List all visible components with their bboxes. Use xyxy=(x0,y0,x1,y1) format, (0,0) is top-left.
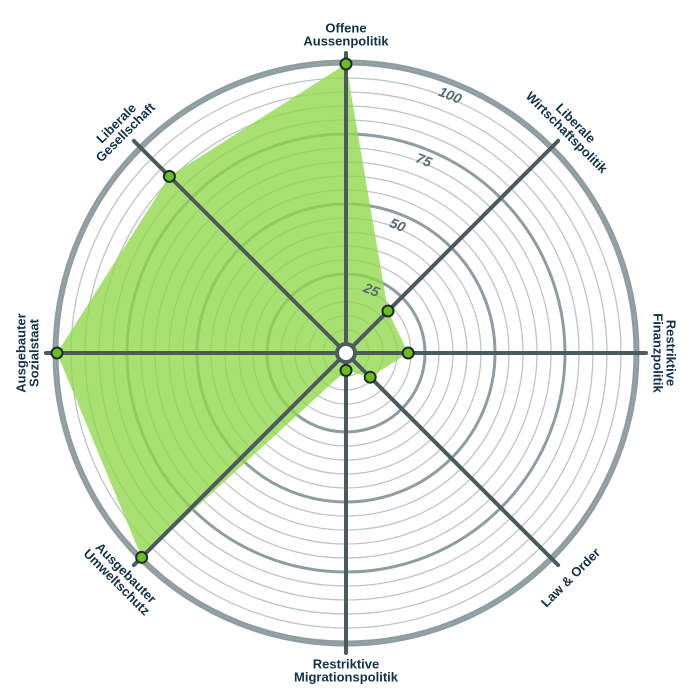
tick-label-75: 75 xyxy=(414,150,435,171)
data-point-umwelt xyxy=(135,550,149,564)
center-hole xyxy=(335,342,357,364)
tick-label-25: 25 xyxy=(360,279,382,300)
tick-label-50: 50 xyxy=(388,214,409,235)
axis-label-line: Offene xyxy=(325,21,366,36)
axis-label-line: Sozialstaat xyxy=(27,318,42,387)
axis-label-aussen: Offene Aussenpolitik xyxy=(303,21,389,49)
axis-label-line: Aussenpolitik xyxy=(303,34,389,49)
axis-label-migration: Restriktive Migrationspolitik xyxy=(294,657,399,685)
axis-label-line: Restriktive xyxy=(664,320,679,386)
axis-label-line: Ausgebauter xyxy=(14,313,29,392)
axis-spoke-umwelt xyxy=(131,351,348,568)
axis-label-sozial: AusgebauterSozialstaat xyxy=(14,313,42,392)
axis-spoke-law xyxy=(344,351,561,568)
axis-label-finanz: RestriktiveFinanzpolitik xyxy=(651,313,679,393)
data-point-migration xyxy=(339,363,353,377)
data-point-wirtschaft xyxy=(381,304,395,318)
data-point-sozial xyxy=(50,346,64,360)
axis-label-line: Restriktive xyxy=(313,657,379,672)
data-point-aussen xyxy=(339,57,353,71)
axis-label-line: Migrationspolitik xyxy=(294,670,399,685)
axis-label-line: Finanzpolitik xyxy=(651,313,666,393)
data-point-law xyxy=(363,370,377,384)
data-area xyxy=(57,64,409,558)
data-point-finanz xyxy=(401,346,415,360)
axis-spoke-wirtschaft xyxy=(344,138,561,355)
data-point-gesellschaft xyxy=(162,169,176,183)
